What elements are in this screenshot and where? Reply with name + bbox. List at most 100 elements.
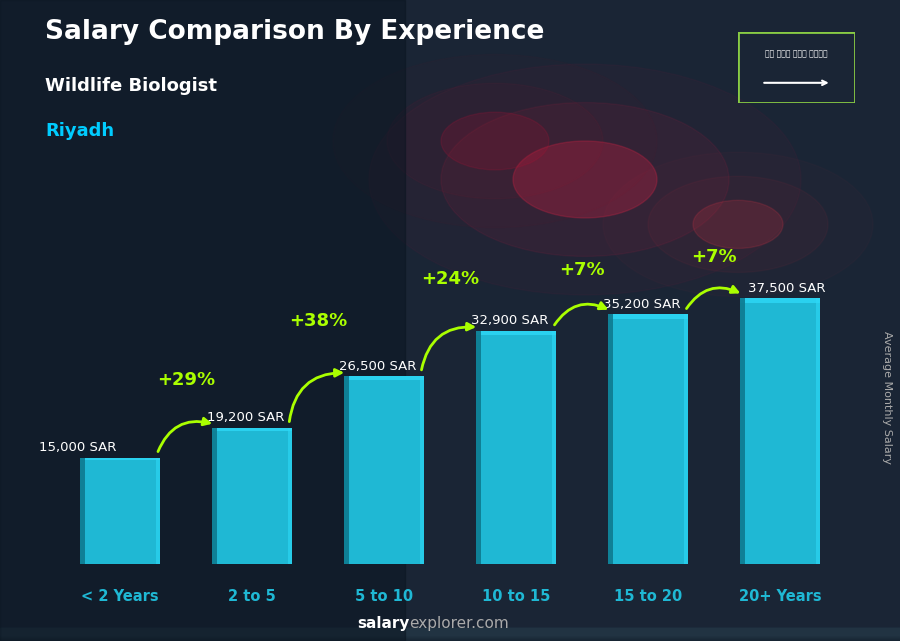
Bar bbox=[0, 628, 900, 635]
Bar bbox=[0, 635, 900, 641]
Bar bbox=[0, 629, 900, 636]
Text: +38%: +38% bbox=[289, 312, 347, 330]
Bar bbox=[0, 632, 900, 638]
Bar bbox=[0, 635, 900, 641]
Bar bbox=[0, 635, 900, 641]
Bar bbox=[741, 298, 745, 564]
Bar bbox=[0, 629, 900, 635]
Bar bbox=[0, 631, 900, 638]
Bar bbox=[0, 631, 900, 637]
Bar bbox=[815, 298, 820, 564]
Bar bbox=[345, 376, 424, 380]
Bar bbox=[0, 629, 900, 635]
Text: +29%: +29% bbox=[157, 371, 215, 389]
Bar bbox=[0, 634, 900, 640]
Text: لا إله إلا الله: لا إله إلا الله bbox=[765, 51, 828, 58]
Ellipse shape bbox=[441, 112, 549, 170]
Bar bbox=[741, 298, 820, 564]
Text: 35,200 SAR: 35,200 SAR bbox=[603, 298, 680, 311]
Bar bbox=[0, 633, 900, 639]
Bar bbox=[0, 629, 900, 636]
Bar bbox=[212, 428, 217, 564]
Bar bbox=[212, 428, 292, 564]
Bar bbox=[0, 633, 900, 640]
Bar bbox=[0, 630, 900, 637]
Text: 5 to 10: 5 to 10 bbox=[355, 589, 413, 604]
Text: 15 to 20: 15 to 20 bbox=[614, 589, 682, 604]
Bar bbox=[0, 630, 900, 637]
Bar bbox=[0, 629, 900, 636]
Ellipse shape bbox=[648, 176, 828, 272]
Bar bbox=[0, 628, 900, 635]
Bar bbox=[0, 633, 900, 639]
Bar bbox=[0, 630, 900, 637]
Bar bbox=[0, 631, 900, 638]
Bar bbox=[0, 632, 900, 638]
Bar bbox=[0, 633, 900, 639]
Bar bbox=[0, 632, 900, 638]
Bar bbox=[0, 631, 900, 637]
Bar bbox=[0, 633, 900, 639]
Bar bbox=[0, 629, 900, 636]
Bar bbox=[0, 630, 900, 637]
Bar bbox=[0, 633, 900, 640]
Bar bbox=[0, 633, 900, 639]
Bar bbox=[0, 631, 900, 637]
Bar bbox=[0, 634, 900, 640]
Bar bbox=[0, 631, 900, 637]
Bar bbox=[476, 331, 482, 564]
Text: 10 to 15: 10 to 15 bbox=[482, 589, 550, 604]
Bar bbox=[0, 629, 900, 636]
Bar bbox=[476, 331, 555, 564]
Bar bbox=[0, 633, 900, 640]
Bar bbox=[0, 632, 900, 638]
Bar bbox=[0, 631, 900, 637]
Bar bbox=[0, 633, 900, 640]
Bar bbox=[0, 630, 900, 637]
Text: < 2 Years: < 2 Years bbox=[81, 589, 158, 604]
Bar bbox=[0, 629, 900, 636]
Bar bbox=[0, 629, 900, 636]
Bar bbox=[0, 631, 900, 637]
Bar bbox=[0, 629, 900, 635]
Text: 26,500 SAR: 26,500 SAR bbox=[338, 360, 416, 372]
Bar bbox=[0, 633, 900, 639]
Bar bbox=[0, 628, 900, 635]
Bar bbox=[156, 458, 159, 564]
Bar bbox=[0, 634, 900, 640]
Bar bbox=[608, 315, 613, 564]
Bar bbox=[345, 376, 424, 564]
Bar bbox=[608, 315, 688, 564]
Bar bbox=[0, 631, 900, 637]
Bar bbox=[0, 629, 900, 635]
Bar bbox=[0, 631, 900, 638]
Bar bbox=[0, 631, 900, 638]
Bar bbox=[0, 628, 900, 635]
Bar bbox=[0, 634, 900, 640]
Bar bbox=[0, 632, 900, 638]
Bar bbox=[0, 631, 900, 637]
Bar bbox=[0, 634, 900, 640]
Bar bbox=[0, 633, 900, 640]
Bar bbox=[0, 629, 900, 636]
Bar bbox=[0, 633, 900, 639]
Bar bbox=[0, 632, 900, 638]
Bar bbox=[0, 631, 900, 637]
Bar bbox=[0, 630, 900, 637]
Bar bbox=[0, 634, 900, 640]
Bar bbox=[0, 630, 900, 637]
Bar bbox=[0, 629, 900, 635]
Text: 15,000 SAR: 15,000 SAR bbox=[39, 441, 116, 454]
Text: salary: salary bbox=[357, 617, 410, 631]
Bar bbox=[0, 632, 900, 638]
Bar bbox=[0, 631, 900, 638]
Bar bbox=[0, 635, 900, 641]
Bar bbox=[608, 315, 688, 319]
Text: 2 to 5: 2 to 5 bbox=[228, 589, 276, 604]
Text: 20+ Years: 20+ Years bbox=[739, 589, 822, 604]
Bar bbox=[0, 628, 900, 635]
Bar bbox=[0, 634, 900, 640]
Ellipse shape bbox=[693, 200, 783, 248]
Bar bbox=[288, 428, 292, 564]
Bar bbox=[0, 634, 900, 640]
